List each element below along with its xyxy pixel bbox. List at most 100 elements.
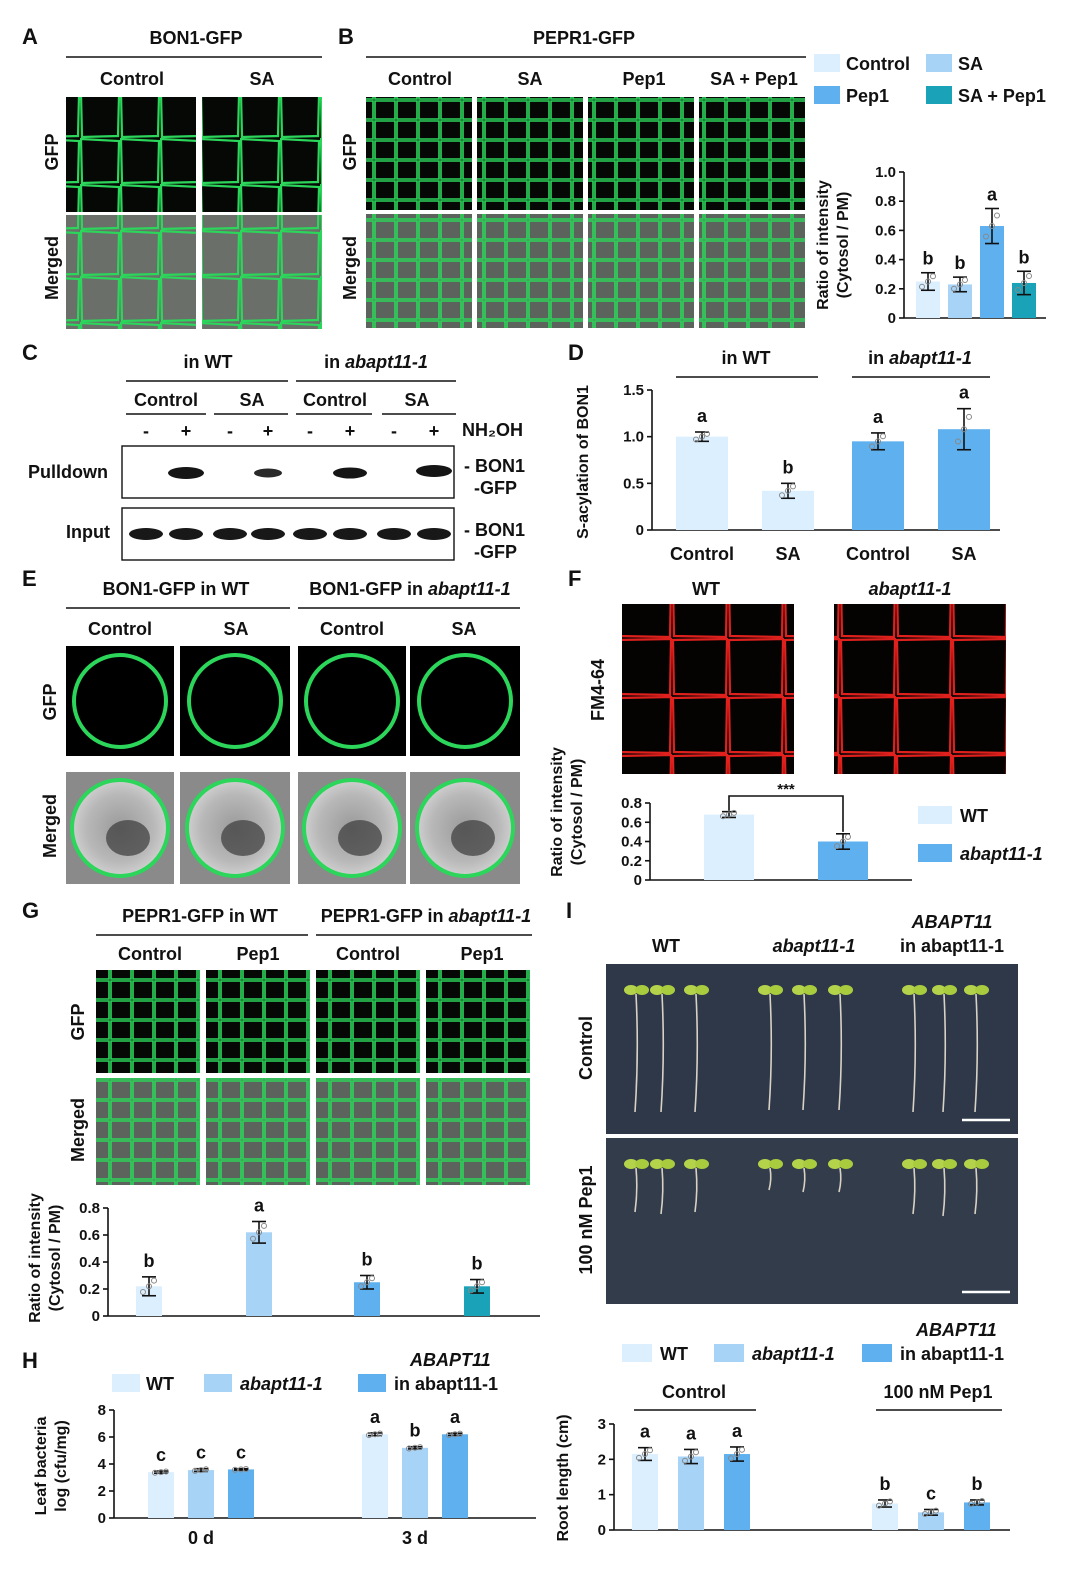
protoplast-membrane bbox=[72, 653, 168, 749]
seedling-cotyledon bbox=[624, 985, 638, 995]
legend-swatch bbox=[622, 1344, 652, 1362]
col-label: Pep1 bbox=[622, 69, 665, 89]
group-label: in WT bbox=[184, 352, 233, 372]
col-label: abapt11-1 bbox=[773, 936, 856, 956]
row-label: Control bbox=[576, 1016, 596, 1080]
significance-letter: b bbox=[955, 253, 966, 273]
y-tick-label: 0 bbox=[598, 1522, 606, 1539]
data-point bbox=[968, 1500, 974, 1507]
data-point bbox=[163, 1468, 169, 1475]
legend-label: abapt11-1 bbox=[752, 1344, 835, 1364]
chart-d: 0 0.5 1.0 1.5 S-acylation of BON1 a Control b SA… bbox=[575, 382, 1000, 564]
y-tick-label: 0.8 bbox=[875, 193, 896, 210]
data-point bbox=[474, 1283, 480, 1290]
significance-letter: a bbox=[254, 1196, 265, 1216]
seedling-root bbox=[912, 993, 917, 1113]
data-point bbox=[928, 1509, 934, 1516]
data-point bbox=[876, 1502, 882, 1509]
micrograph bbox=[316, 970, 420, 1073]
micrograph bbox=[410, 646, 520, 756]
seedlings bbox=[624, 985, 989, 1217]
legend-swatch bbox=[918, 844, 952, 862]
bar bbox=[148, 1472, 174, 1518]
data-point bbox=[933, 1507, 939, 1514]
y-tick-label: 0 bbox=[634, 872, 642, 889]
row-label: GFP bbox=[68, 1003, 88, 1040]
data-point bbox=[699, 433, 705, 440]
legend-swatch bbox=[814, 86, 840, 104]
seedling-cotyledon bbox=[684, 985, 698, 995]
protoplast-membrane bbox=[187, 653, 283, 749]
seedling-cotyledon bbox=[803, 1159, 817, 1169]
lane-sign: + bbox=[429, 421, 440, 441]
panel-letter: B bbox=[338, 24, 354, 49]
col-label: Control bbox=[88, 619, 152, 639]
panel-title: BON1-GFP bbox=[149, 28, 242, 48]
y-tick-label: 0 bbox=[888, 310, 896, 327]
data-point bbox=[377, 1430, 383, 1437]
row-label: 100 nM Pep1 bbox=[576, 1165, 596, 1274]
seedling-root bbox=[838, 993, 843, 1111]
y-tick-label: 0.6 bbox=[875, 222, 896, 239]
col-label: Control bbox=[336, 944, 400, 964]
micrograph bbox=[588, 214, 694, 328]
treatment-label: SA bbox=[239, 390, 264, 410]
seedling-cotyledon bbox=[661, 985, 675, 995]
data-point bbox=[369, 1275, 375, 1282]
protoplast-membrane bbox=[304, 653, 400, 749]
y-tick-label: 0.6 bbox=[621, 814, 642, 831]
significance-letter: b bbox=[783, 457, 794, 477]
seedling-cotyledon bbox=[661, 1159, 675, 1169]
legend-swatch bbox=[926, 54, 952, 72]
x-tick-label: 3 d bbox=[402, 1528, 428, 1548]
bar bbox=[442, 1434, 468, 1518]
significance-letter: a bbox=[640, 1422, 651, 1442]
y-axis-label: (Cytosol / PM) bbox=[835, 192, 852, 299]
significance-letter: a bbox=[873, 407, 884, 427]
seedling-cotyledon bbox=[964, 985, 978, 995]
micrograph bbox=[202, 215, 322, 329]
panel-b: B PEPR1-GFP Control SA Pep1 SA + Pep1 GF… bbox=[338, 24, 1046, 328]
seedling-cotyledon bbox=[695, 985, 709, 995]
y-axis-label: (Cytosol / PM) bbox=[569, 759, 586, 866]
y-tick-label: 6 bbox=[98, 1429, 106, 1446]
panel-d: D in WT in abapt11-1 0 0.5 1.0 1.5 S-acylati… bbox=[568, 340, 1000, 564]
micrograph bbox=[66, 646, 174, 756]
significance-letter: a bbox=[370, 1407, 381, 1427]
blot-band bbox=[333, 528, 367, 540]
panel-letter: I bbox=[566, 898, 572, 923]
group-label: 100 nM Pep1 bbox=[883, 1382, 992, 1402]
bar bbox=[676, 436, 728, 530]
seedling-cotyledon bbox=[758, 985, 772, 995]
data-point bbox=[693, 1449, 699, 1456]
band-label: -GFP bbox=[474, 478, 517, 498]
legend-label: ABAPT11 bbox=[409, 1350, 491, 1370]
data-point bbox=[479, 1279, 485, 1286]
data-point bbox=[930, 273, 936, 280]
data-point bbox=[919, 283, 925, 290]
col-label: Pep1 bbox=[236, 944, 279, 964]
row-label: Input bbox=[66, 522, 110, 542]
micrograph bbox=[96, 1078, 200, 1185]
panel-c: C in WT in abapt11-1 Control SA Control … bbox=[22, 340, 525, 562]
panel-letter: H bbox=[22, 1348, 38, 1373]
y-tick-label: 1.0 bbox=[623, 429, 644, 446]
significance-stars: *** bbox=[777, 781, 795, 798]
data-point bbox=[250, 1235, 256, 1242]
bar bbox=[188, 1470, 214, 1518]
data-point bbox=[417, 1444, 423, 1451]
panel-letter: C bbox=[22, 340, 38, 365]
data-point bbox=[192, 1467, 198, 1474]
seedling-root bbox=[660, 1167, 664, 1215]
group-label: Control bbox=[662, 1382, 726, 1402]
data-point bbox=[739, 1446, 745, 1453]
significance-bracket bbox=[728, 795, 844, 832]
data-point bbox=[951, 285, 957, 292]
seedling-root bbox=[942, 993, 947, 1113]
data-point bbox=[880, 433, 886, 440]
chloroplast-cluster bbox=[338, 820, 382, 856]
data-point bbox=[682, 1457, 688, 1464]
micrograph bbox=[316, 1078, 420, 1185]
significance-letter: a bbox=[686, 1423, 697, 1443]
data-point bbox=[152, 1469, 158, 1476]
